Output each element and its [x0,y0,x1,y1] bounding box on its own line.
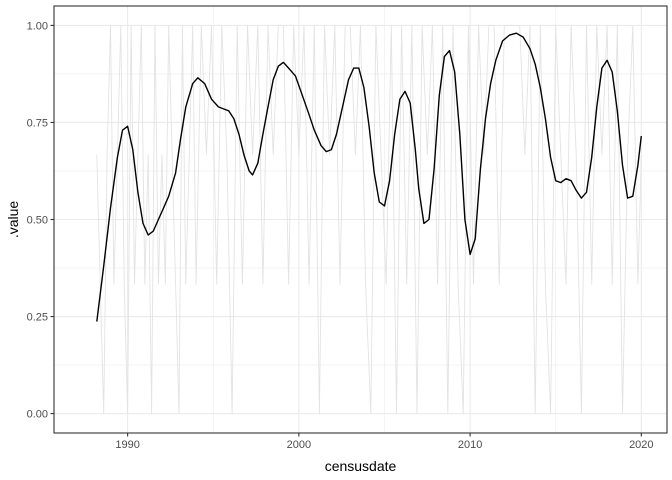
x-axis-title: censusdate [325,458,397,474]
smoothed-trend-line [96,32,642,322]
major-gridlines [54,6,667,433]
x-tick-label: 2010 [458,439,482,451]
y-tick-label: 0.25 [27,312,48,324]
x-tick-label: 1990 [115,439,139,451]
smooth-series [96,32,642,322]
raw-values-line [96,24,642,415]
x-axis-ticks: 1990 2000 2010 2020 [115,433,654,451]
x-tick-label: 2000 [287,439,311,451]
raw-series [96,24,642,415]
x-tick-label: 2020 [629,439,653,451]
y-tick-label: 0.50 [27,215,48,227]
y-tick-label: 1.00 [27,20,48,32]
y-tick-label: 0.00 [27,409,48,421]
y-tick-label: 0.75 [27,117,48,129]
y-axis-ticks: 0.00 0.25 0.50 0.75 1.00 [27,20,54,421]
y-axis-title: .value [5,201,21,239]
